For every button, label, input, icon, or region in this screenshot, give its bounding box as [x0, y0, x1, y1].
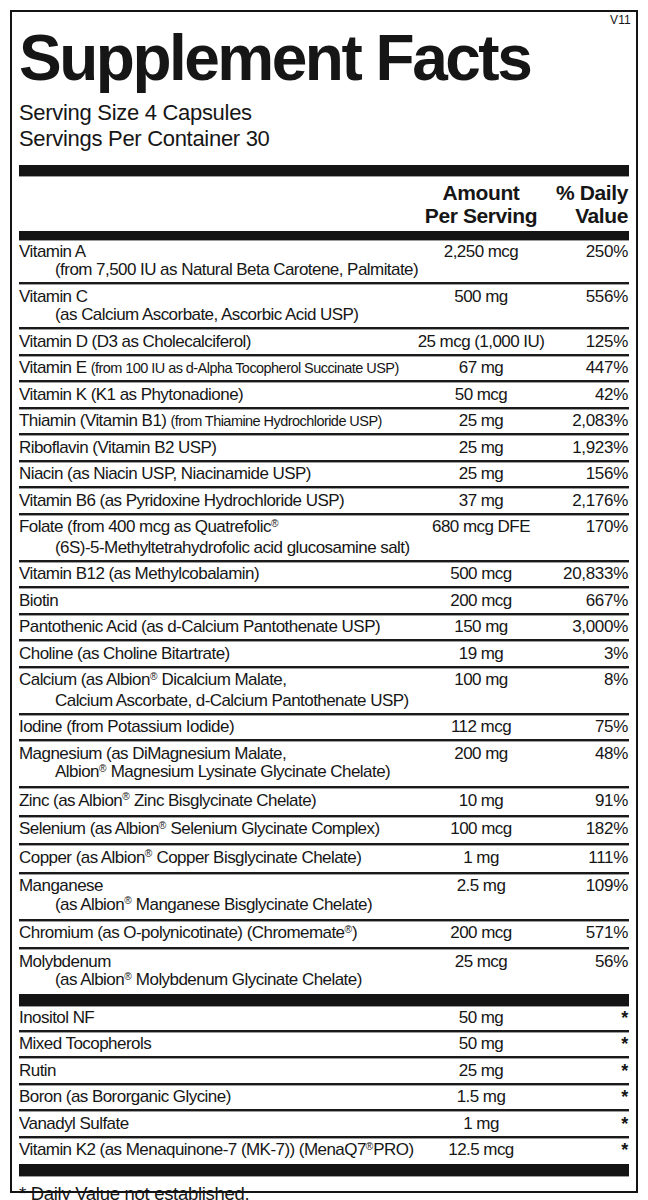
ingredient-daily-value: 109% [518, 877, 628, 896]
other-ingredients-table: Inositol NF 50 mg * Mixed Tocopherols 50… [19, 1006, 629, 1164]
divider-bar-top [19, 165, 629, 176]
table-row: Boron (as Bororganic Glycine) 1.5 mg * [19, 1086, 629, 1110]
ingredient-daily-value: 3% [518, 645, 628, 664]
table-row: Vitamin A (from 7,500 IU as Natural Beta… [19, 240, 629, 282]
ingredient-daily-value: 75% [518, 718, 628, 737]
divider-bar-bottom [19, 1164, 629, 1176]
ingredient-daily-value: 250% [518, 243, 628, 262]
ingredient-daily-value: 156% [518, 465, 628, 484]
ingredient-daily-value: 1,923% [518, 439, 628, 458]
table-row: Chromium (as O-polynicotinate) (Chromema… [19, 922, 629, 948]
ingredient-daily-value: 2,083% [518, 412, 628, 431]
ingredient-daily-value: 56% [518, 953, 628, 972]
ingredient-daily-value: 3,000% [518, 618, 628, 637]
ingredient-daily-value: 111% [518, 849, 628, 868]
table-row: Vitamin E (from 100 IU as d-Alpha Tocoph… [19, 357, 629, 381]
ingredient-daily-value: 667% [518, 592, 628, 611]
servings-per-container: Servings Per Container 30 [19, 126, 629, 152]
ingredient-name-line2: (as Calcium Ascorbate, Ascorbic Acid USP… [19, 306, 629, 325]
nutrients-table: Vitamin A (from 7,500 IU as Natural Beta… [19, 240, 629, 994]
table-row: Vitamin D (D3 as Cholecalciferol) 25 mcg… [19, 330, 629, 354]
ingredient-name-line2: Albion® Magnesium Lysinate Glycinate Che… [19, 763, 629, 784]
ingredient-daily-value: * [518, 1035, 628, 1054]
daily-value-footnote: * Daily Value not established. [19, 1176, 629, 1200]
table-row: Vitamin B6 (as Pyridoxine Hydrochloride … [19, 489, 629, 513]
table-row: Molybdenum (as Albion® Molybdenum Glycin… [19, 950, 629, 994]
ingredient-daily-value: 571% [518, 924, 628, 943]
ingredient-daily-value: 20,833% [518, 565, 628, 584]
table-row: Vitamin K2 (as Menaquinone-7 (MK-7)) (Me… [19, 1139, 629, 1165]
table-row: Rutin 25 mg * [19, 1059, 629, 1083]
ingredient-daily-value: * [518, 1088, 628, 1107]
table-row: Niacin (as Niacin USP, Niacinamide USP) … [19, 463, 629, 487]
ingredient-name-line2: (from 7,500 IU as Natural Beta Carotene,… [19, 261, 629, 280]
ingredient-daily-value: * [518, 1009, 628, 1028]
table-row: Vitamin C (as Calcium Ascorbate, Ascorbi… [19, 285, 629, 327]
table-header: Amount Per Serving % Daily Value [19, 176, 629, 231]
supplement-facts-label: V11 Supplement Facts Serving Size 4 Caps… [10, 10, 638, 1193]
ingredient-daily-value: 170% [518, 518, 628, 537]
table-row: Pantothenic Acid (as d-Calcium Pantothen… [19, 616, 629, 640]
table-row: Magnesium (as DiMagnesium Malate, Albion… [19, 742, 629, 786]
table-row: Inositol NF 50 mg * [19, 1006, 629, 1030]
version-code: V11 [610, 13, 631, 27]
table-row: Thiamin (Vitamin B1) (from Thiamine Hydr… [19, 410, 629, 434]
ingredient-daily-value: 91% [518, 792, 628, 811]
ingredient-daily-value: 2,176% [518, 492, 628, 511]
table-row: Calcium (as Albion® Dicalcium Malate, Ca… [19, 669, 629, 713]
table-row: Riboflavin (Vitamin B2 USP) 25 mg 1,923% [19, 436, 629, 460]
table-row: Folate (from 400 mcg as Quatrefolic® (6S… [19, 516, 629, 560]
ingredient-daily-value: 42% [518, 386, 628, 405]
dv-header-line2: Value [508, 204, 628, 227]
ingredient-daily-value: 182% [518, 820, 628, 839]
ingredient-daily-value: 556% [518, 288, 628, 307]
table-row: Zinc (as Albion® Zinc Bisglycinate Chela… [19, 789, 629, 815]
ingredient-daily-value: 8% [518, 671, 628, 690]
ingredient-name-line2: (6S)-5-Methyltetrahydrofolic acid glucos… [19, 539, 629, 558]
divider-bar-middle [19, 994, 629, 1006]
ingredient-daily-value: 447% [518, 359, 628, 378]
ingredient-daily-value: 48% [518, 745, 628, 764]
dv-header-line1: % Daily [508, 181, 628, 204]
serving-size: Serving Size 4 Capsules [19, 100, 629, 126]
table-row: Choline (as Choline Bitartrate) 19 mg 3% [19, 642, 629, 666]
table-row: Manganese (as Albion® Manganese Bisglyci… [19, 875, 629, 919]
table-row: Biotin 200 mcg 667% [19, 589, 629, 613]
page-title: Supplement Facts [19, 26, 629, 90]
daily-value-column-header: % Daily Value [508, 181, 628, 227]
table-row: Vanadyl Sulfate 1 mg * [19, 1112, 629, 1136]
table-row: Copper (as Albion® Copper Bisglycinate C… [19, 846, 629, 872]
table-row: Selenium (as Albion® Selenium Glycinate … [19, 818, 629, 844]
ingredient-daily-value: * [518, 1141, 628, 1160]
divider-bar-header [19, 231, 629, 240]
table-row: Vitamin B12 (as Methylcobalamin) 500 mcg… [19, 563, 629, 587]
table-row: Mixed Tocopherols 50 mg * [19, 1033, 629, 1057]
ingredient-daily-value: 125% [518, 333, 628, 352]
ingredient-name-line2: Calcium Ascorbate, d-Calcium Pantothenat… [19, 692, 629, 711]
serving-info: Serving Size 4 Capsules Servings Per Con… [19, 100, 629, 152]
ingredient-daily-value: * [518, 1062, 628, 1081]
table-row: Vitamin K (K1 as Phytonadione) 50 mcg 42… [19, 383, 629, 407]
ingredient-name-line2: (as Albion® Molybdenum Glycinate Chelate… [19, 971, 629, 992]
table-row: Iodine (from Potassium Iodide) 112 mcg 7… [19, 716, 629, 740]
ingredient-daily-value: * [518, 1115, 628, 1134]
ingredient-name-line2: (as Albion® Manganese Bisglycinate Chela… [19, 896, 629, 917]
